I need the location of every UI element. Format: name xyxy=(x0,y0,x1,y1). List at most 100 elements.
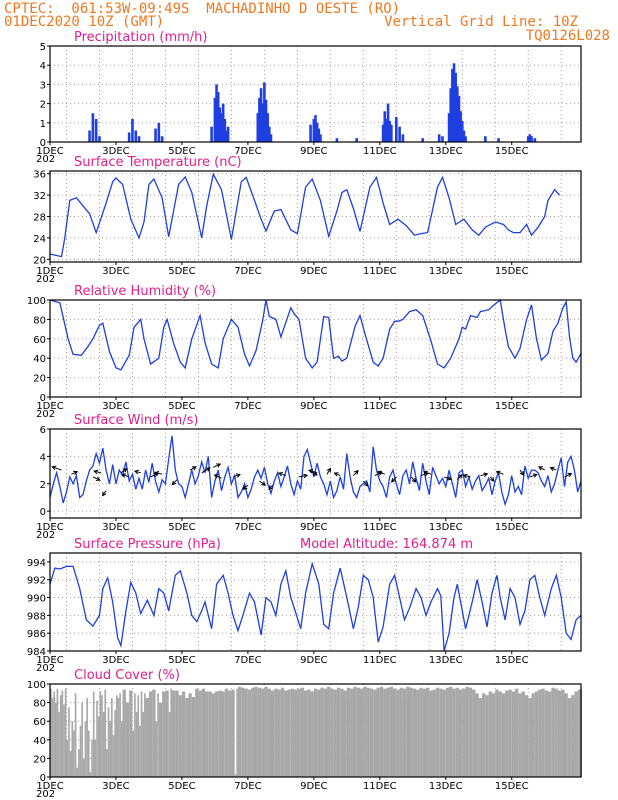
precip-bar xyxy=(258,97,261,142)
wind-vector xyxy=(232,473,241,478)
cloud-cover-bar xyxy=(175,690,179,777)
wind-vector xyxy=(171,479,178,485)
cloud-cover-bar xyxy=(356,687,361,777)
cloud-cover-bar xyxy=(406,686,410,777)
cloud-cover-bar xyxy=(465,686,469,777)
wind-vector-head xyxy=(333,472,339,477)
x-tick-label: 9DEC xyxy=(300,522,327,533)
cloud-cover-bar xyxy=(564,693,568,777)
x-tick-label: 7DEC xyxy=(234,146,261,157)
cloud-cover-bar xyxy=(68,707,70,777)
cloud-cover-bar xyxy=(165,690,169,777)
cloud-cover-bar xyxy=(294,689,298,777)
x-tick-label: 11DEC xyxy=(363,146,397,157)
cloud-cover-bar xyxy=(538,689,542,777)
precip-bar xyxy=(314,115,317,142)
x-tick-label: 3DEC xyxy=(102,266,129,277)
y-tick-label: 80 xyxy=(33,699,46,710)
y-tick-label: 100 xyxy=(27,296,46,307)
cloud-cover-bar xyxy=(157,693,159,777)
y-tick-label: 992 xyxy=(27,576,46,587)
cloud-cover-bar xyxy=(201,688,206,777)
precip-bar xyxy=(154,128,157,142)
wind-vector xyxy=(214,474,222,479)
cloud-cover-bar xyxy=(422,688,426,777)
wind-vector-head xyxy=(213,474,219,479)
precip-bar xyxy=(131,118,134,142)
y-tick-label: 20 xyxy=(33,374,46,385)
x-year-label: 202 xyxy=(36,274,55,285)
precip-bar xyxy=(317,128,321,142)
precip-bar xyxy=(381,124,385,142)
y-tick-label: 32 xyxy=(33,191,46,202)
x-tick-label: 11DEC xyxy=(363,781,397,792)
cloud-cover-bar xyxy=(74,693,77,777)
x-tick-label: 5DEC xyxy=(168,266,195,277)
wind-vector xyxy=(410,476,417,483)
panel-title: Surface Pressure (hPa) xyxy=(74,537,221,552)
cloud-cover-bar xyxy=(170,688,173,777)
y-tick-label: 2 xyxy=(40,100,46,111)
precip-bar xyxy=(137,136,141,142)
x-tick-label: 15DEC xyxy=(495,146,529,157)
wind-vector xyxy=(420,472,429,477)
x-tick-label: 13DEC xyxy=(429,266,463,277)
x-tick-label: 7DEC xyxy=(234,266,261,277)
precip-bar xyxy=(127,132,131,142)
wind-vector-head xyxy=(216,463,222,468)
panel-title: Surface Wind (m/s) xyxy=(74,413,198,428)
x-year-label: 202 xyxy=(36,530,55,541)
cloud-cover-bar xyxy=(412,688,417,777)
cloud-cover-bar xyxy=(425,687,430,777)
cloud-cover-bar xyxy=(472,689,476,777)
wind-vector xyxy=(94,470,102,474)
cloud-cover-bar xyxy=(373,689,377,777)
wind-vector-head xyxy=(122,468,128,473)
precip-bar xyxy=(398,126,401,142)
wind-vector xyxy=(443,476,452,480)
x-tick-label: 7DEC xyxy=(234,655,261,666)
x-year-label: 202 xyxy=(36,789,55,800)
precip-bar xyxy=(210,126,213,142)
cloud-cover-bar xyxy=(104,689,107,777)
cloud-cover-bar xyxy=(158,702,163,777)
wind-vector-head xyxy=(376,470,382,476)
cloud-cover-bar xyxy=(343,690,347,777)
precip-bar xyxy=(98,136,101,142)
cloud-cover-bar xyxy=(71,721,74,777)
cloud-cover-bar xyxy=(178,695,182,777)
cloud-cover-bar xyxy=(366,687,370,777)
wind-vector xyxy=(189,466,197,471)
cloud-cover-bar xyxy=(241,687,245,777)
cloud-cover-bar xyxy=(439,688,443,777)
wind-vector xyxy=(213,463,221,468)
y-tick-label: 40 xyxy=(33,736,46,747)
cloud-cover-bar xyxy=(518,693,522,777)
wind-vector-head xyxy=(495,470,501,476)
precip-bar xyxy=(315,122,319,142)
cloud-cover-bar xyxy=(350,688,354,777)
cloud-cover-bar xyxy=(280,687,285,777)
x-year-label: 202 xyxy=(36,663,55,674)
y-tick-label: 990 xyxy=(27,594,46,605)
x-tick-label: 15DEC xyxy=(495,781,529,792)
series-line xyxy=(49,561,582,652)
cloud-cover-bar xyxy=(142,711,144,777)
y-tick-label: 2 xyxy=(40,480,46,491)
precip-bar xyxy=(460,120,464,142)
wind-vector-head xyxy=(153,472,159,478)
precip-bar xyxy=(261,103,265,142)
precip-bar xyxy=(88,130,91,142)
wind-vector-head xyxy=(411,477,417,483)
precip-bar xyxy=(309,124,312,142)
x-tick-label: 3DEC xyxy=(102,401,129,412)
wind-vector-head xyxy=(447,476,453,481)
cloud-cover-bar xyxy=(87,730,90,777)
x-tick-label: 11DEC xyxy=(363,655,397,666)
precip-bar xyxy=(464,136,467,142)
y-tick-label: 5 xyxy=(40,42,46,53)
panel-title: Cloud Cover (%) xyxy=(74,668,180,683)
wind-vector-head xyxy=(549,466,555,472)
wind-vector-head xyxy=(133,469,139,475)
